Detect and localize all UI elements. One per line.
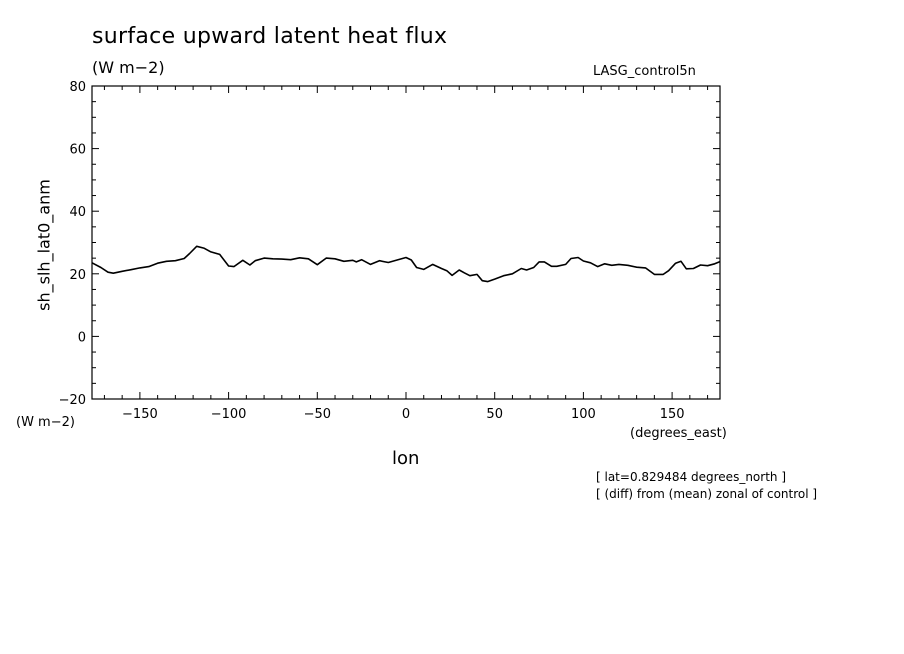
y-tick-label: 20 (69, 268, 86, 283)
x-tick-label: 50 (486, 407, 503, 422)
x-tick-label: −100 (211, 407, 247, 422)
x-tick-label: −150 (122, 407, 158, 422)
x-axis-units: (degrees_east) (630, 426, 727, 441)
latitude-note: [ lat=0.829484 degrees_north ] (596, 470, 787, 484)
difference-note: [ (diff) from (mean) zonal of control ] (596, 487, 818, 501)
plot-frame (91, 85, 721, 400)
y-tick-label: −20 (59, 393, 86, 408)
y-tick-label: 0 (78, 330, 86, 345)
y-tick-label: 40 (69, 205, 86, 220)
x-tick-label: 0 (402, 407, 410, 422)
y-axis-units: (W m−2) (16, 415, 75, 430)
x-axis-label: lon (392, 448, 420, 469)
x-tick-label: −50 (304, 407, 331, 422)
chart-units: (W m−2) (92, 58, 165, 77)
run-name: LASG_control5n (593, 64, 696, 79)
chart-title: surface upward latent heat flux (92, 24, 448, 49)
x-tick-label: 150 (660, 407, 685, 422)
y-tick-label: 80 (69, 80, 86, 95)
y-tick-label: 60 (69, 143, 86, 158)
x-tick-label: 100 (571, 407, 596, 422)
series-line (91, 245, 721, 283)
